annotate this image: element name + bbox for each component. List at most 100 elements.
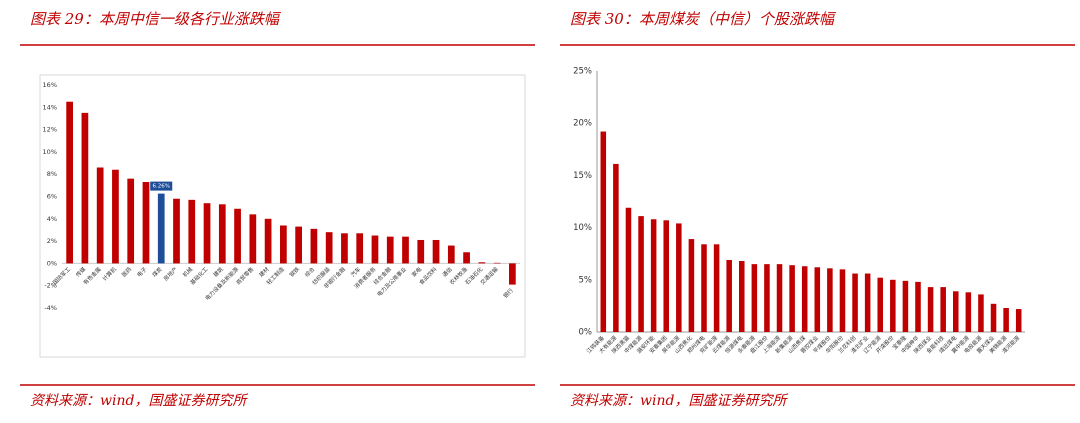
bar bbox=[927, 287, 934, 332]
y-tick-label: 5% bbox=[579, 275, 593, 285]
bar bbox=[341, 233, 348, 264]
bar bbox=[764, 264, 770, 332]
bar bbox=[688, 239, 695, 332]
y-tick-label: 14% bbox=[43, 103, 57, 111]
bar bbox=[81, 112, 89, 264]
x-tick-label: 建材 bbox=[257, 265, 271, 279]
bar bbox=[280, 225, 287, 264]
bar bbox=[902, 280, 909, 332]
bar bbox=[417, 239, 425, 264]
bar bbox=[386, 236, 394, 264]
bar bbox=[915, 281, 921, 332]
bar bbox=[1015, 309, 1022, 332]
bar bbox=[801, 266, 808, 332]
bar bbox=[789, 265, 795, 332]
y-tick-label: -4% bbox=[44, 304, 57, 312]
y-tick-label: 10% bbox=[43, 148, 57, 156]
bar bbox=[157, 193, 165, 264]
bar bbox=[613, 163, 619, 332]
bar bbox=[990, 303, 997, 332]
x-tick-label: 医药 bbox=[120, 265, 134, 279]
bar bbox=[432, 239, 440, 264]
bar bbox=[112, 169, 119, 264]
bar bbox=[701, 244, 707, 332]
chart-title: 图表 30：本周煤炭（中信）个股涨跌幅 bbox=[570, 10, 837, 28]
x-tick-label: 银行 bbox=[501, 286, 515, 300]
bar bbox=[663, 220, 670, 332]
y-tick-label: 10% bbox=[573, 223, 592, 233]
bar bbox=[218, 204, 226, 264]
bar bbox=[203, 203, 211, 264]
bar bbox=[852, 273, 858, 332]
bar bbox=[676, 223, 682, 332]
x-tick-label: 机械 bbox=[181, 265, 195, 279]
bar bbox=[509, 263, 516, 285]
x-tick-label: 煤炭 bbox=[150, 265, 164, 279]
bar bbox=[325, 232, 333, 264]
y-tick-label: 4% bbox=[47, 215, 57, 223]
bar bbox=[751, 264, 758, 332]
y-tick-label: 12% bbox=[43, 126, 57, 134]
bar bbox=[96, 167, 104, 264]
source-note: 资料来源：wind，国盛证券研究所 bbox=[570, 393, 788, 409]
x-tick-label: 电子 bbox=[135, 265, 149, 279]
y-tick-label: 2% bbox=[47, 237, 57, 245]
y-tick-label: 25% bbox=[573, 67, 592, 77]
bar bbox=[952, 291, 959, 332]
data-label: 6.26% bbox=[152, 184, 169, 190]
x-tick-label: 房地产 bbox=[162, 265, 180, 283]
y-tick-label: 8% bbox=[47, 170, 57, 178]
x-tick-label: 建筑 bbox=[211, 265, 225, 279]
bar bbox=[295, 226, 302, 264]
bar bbox=[1003, 307, 1009, 332]
bar bbox=[66, 101, 73, 264]
y-tick-label: 6% bbox=[47, 193, 57, 201]
bar bbox=[371, 235, 379, 264]
x-tick-label: 传媒 bbox=[74, 265, 88, 279]
plot-frame bbox=[39, 74, 526, 358]
x-tick-label: 通信 bbox=[440, 265, 454, 279]
bar bbox=[264, 218, 272, 264]
bar bbox=[814, 267, 821, 332]
source-note: 资料来源：wind，国盛证券研究所 bbox=[30, 393, 248, 409]
bar bbox=[940, 287, 946, 332]
x-tick-label: 交通运输 bbox=[478, 265, 500, 287]
bar bbox=[127, 178, 135, 264]
bar bbox=[402, 236, 409, 264]
bar bbox=[827, 268, 833, 332]
bar bbox=[234, 208, 241, 264]
bar bbox=[776, 264, 783, 332]
y-tick-label: 20% bbox=[573, 119, 592, 129]
bar bbox=[356, 233, 364, 264]
x-tick-label: 汽车 bbox=[349, 265, 363, 279]
y-tick-label: 0% bbox=[579, 328, 593, 338]
y-tick-label: -2% bbox=[44, 282, 57, 290]
bar bbox=[493, 262, 501, 264]
bar bbox=[978, 294, 984, 332]
chart-title: 图表 29：本周中信一级各行业涨跌幅 bbox=[30, 10, 282, 28]
bar bbox=[600, 131, 607, 332]
x-tick-label: 国防军工 bbox=[51, 265, 73, 287]
bar bbox=[173, 198, 180, 264]
bar bbox=[463, 252, 470, 264]
bar bbox=[310, 228, 318, 264]
data-label-box bbox=[150, 181, 173, 191]
x-tick-label: 食品饮料 bbox=[417, 265, 439, 287]
bar bbox=[965, 292, 972, 332]
x-tick-label: 家电 bbox=[410, 265, 424, 279]
bar bbox=[877, 277, 884, 332]
bar bbox=[890, 279, 896, 332]
bar bbox=[478, 262, 486, 264]
y-tick-label: 15% bbox=[573, 171, 592, 181]
x-tick-label: 基础化工 bbox=[188, 265, 210, 287]
bar bbox=[713, 244, 720, 332]
bar bbox=[249, 214, 257, 264]
y-tick-label: 16% bbox=[43, 81, 57, 89]
x-tick-label: 综合 bbox=[303, 265, 317, 279]
bar bbox=[839, 269, 846, 332]
bar bbox=[650, 219, 657, 332]
bar bbox=[738, 261, 745, 332]
y-tick-label: 0% bbox=[47, 259, 57, 267]
